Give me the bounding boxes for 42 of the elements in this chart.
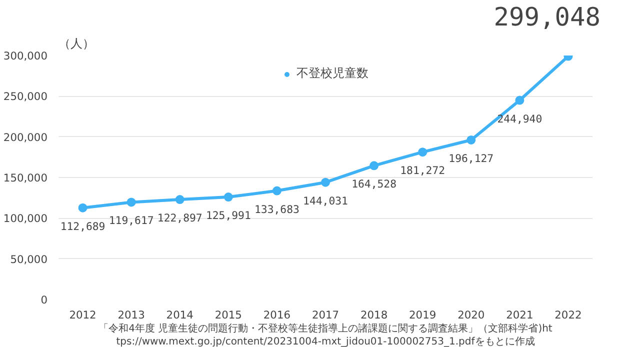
- y-tick-label: 200,000: [3, 130, 48, 144]
- point: [224, 192, 233, 202]
- y-tick-label: 250,000: [3, 90, 48, 104]
- y-axis-title: （人）: [58, 36, 94, 50]
- legend-label: 不登校児童数: [296, 65, 368, 82]
- y-tick-label: 300,000: [3, 50, 48, 62]
- point: [321, 178, 330, 187]
- x-tick-label: 2022: [554, 308, 582, 322]
- y-tick-label: 50,000: [10, 252, 48, 266]
- point: [515, 96, 524, 105]
- data-label: 144,031: [303, 194, 348, 208]
- point: [418, 148, 428, 157]
- point: [370, 161, 379, 170]
- y-tick-label: 100,000: [3, 212, 48, 226]
- data-label: 112,689: [60, 220, 106, 233]
- data-label: 196,127: [448, 152, 494, 165]
- x-tick-label: 2012: [69, 308, 96, 322]
- data-label: 125,991: [206, 209, 251, 222]
- text: 「令和4年度 児童生徒の問題行動・不登校等生徒指導上の諸課題に関する調査結果」（文部科学省)https://www.mext.go.jp/content/20231004-mxt_jidou01-100002753_1.pdfをもとに作成: [98, 322, 552, 347]
- point: [272, 186, 282, 196]
- point: [466, 135, 476, 144]
- x-tick-label: 2019: [409, 308, 436, 322]
- x-tick-label: 2015: [214, 308, 242, 322]
- x-tick-label: 2016: [263, 308, 291, 322]
- y-tick-label: 0: [40, 294, 48, 306]
- data-label: 164,528: [352, 178, 397, 191]
- data-label: 133,683: [254, 202, 300, 216]
- x-tick-label: 2017: [312, 308, 340, 322]
- data-label: 122,897: [157, 212, 202, 225]
- data-label: 181,272: [400, 164, 446, 178]
- point: [175, 195, 184, 204]
- x-tick-label: 2018: [360, 308, 388, 322]
- annotation: 299,048: [494, 2, 601, 32]
- point: [126, 198, 136, 207]
- x-tick-label: 2014: [166, 308, 194, 322]
- point: [78, 203, 88, 212]
- x-tick-label: 2013: [118, 308, 145, 322]
- x-tick-label: 2021: [506, 308, 534, 322]
- x-tick-label: 2020: [458, 308, 485, 322]
- data-label: 119,617: [108, 214, 154, 228]
- y-tick-label: 150,000: [3, 172, 48, 184]
- data-label: 244,940: [497, 112, 542, 126]
